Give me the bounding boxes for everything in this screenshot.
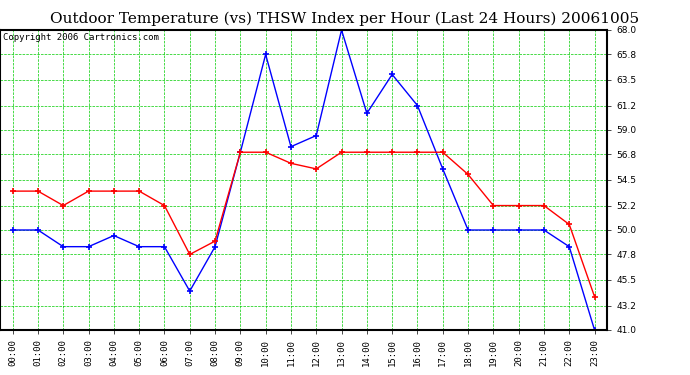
Text: Copyright 2006 Cartronics.com: Copyright 2006 Cartronics.com [3,33,159,42]
Text: Outdoor Temperature (vs) THSW Index per Hour (Last 24 Hours) 20061005: Outdoor Temperature (vs) THSW Index per … [50,11,640,26]
